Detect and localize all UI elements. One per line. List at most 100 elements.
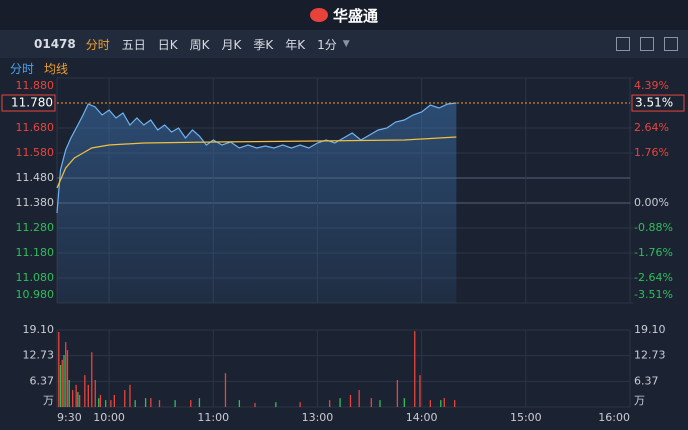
- volume-bar: [443, 398, 445, 407]
- draw-icon[interactable]: [616, 37, 630, 51]
- volume-bar: [275, 402, 277, 407]
- volume-bar: [396, 379, 399, 407]
- legend: 分时 均线: [10, 60, 68, 77]
- logo-text: 华盛通: [332, 6, 378, 25]
- x-tick-label: 15:00: [510, 411, 542, 424]
- volume-bar: [339, 398, 341, 407]
- volume-bar: [59, 365, 62, 407]
- volume-bar: [68, 379, 70, 407]
- header: 华盛通: [0, 0, 688, 30]
- volume-bar: [134, 400, 136, 407]
- y-tick-label: 11.580: [16, 146, 55, 159]
- symbol: 01478: [34, 37, 76, 51]
- volume-bar: [77, 392, 79, 407]
- tabs: 分时 五日 日K 周K 月K 季K 年K: [86, 36, 317, 53]
- volume-bar: [158, 400, 161, 407]
- tab[interactable]: 五日: [121, 37, 146, 52]
- tab[interactable]: 分时: [85, 37, 110, 52]
- volume-bar: [174, 400, 176, 407]
- fullscreen-icon[interactable]: [664, 37, 678, 51]
- volume-bar: [98, 398, 100, 407]
- volume-bar: [63, 354, 65, 407]
- toolbar: 01478 分时 五日 日K 周K 月K 季K 年K 1分 ▼: [0, 30, 688, 58]
- volume-bar: [87, 384, 89, 407]
- period[interactable]: 1分: [317, 37, 337, 52]
- volume-bar: [414, 331, 416, 407]
- expand-icon[interactable]: [640, 37, 654, 51]
- volume-bar: [105, 400, 107, 407]
- tab[interactable]: 日K: [157, 37, 178, 52]
- legend-entry: 均线: [44, 62, 69, 76]
- volume-bar: [190, 400, 192, 407]
- volume-bar: [72, 390, 74, 407]
- vol-unit: 万: [43, 394, 54, 407]
- volume-frame: [56, 329, 631, 408]
- last-change-box: [631, 94, 685, 112]
- y2-tick-label: 1.76%: [634, 146, 669, 159]
- volume-bar: [110, 400, 112, 407]
- y-tick-label: 11.480: [16, 171, 55, 184]
- y2-tick-label: -2.64%: [634, 271, 673, 284]
- volume-bar: [129, 384, 131, 407]
- volume-bar: [91, 352, 93, 407]
- volume-bar: [66, 350, 69, 407]
- dropdown-arrow[interactable]: ▼: [342, 39, 350, 49]
- y-tick-label: 11.080: [16, 271, 55, 284]
- price-area: [57, 103, 457, 303]
- y2-tick-label: 4.39%: [634, 79, 669, 92]
- volume-bar: [198, 398, 201, 407]
- last-price-label: 11.780: [11, 96, 53, 110]
- volume-bar: [429, 400, 432, 407]
- volume-bar: [299, 402, 301, 407]
- y-tick-label: 11.680: [16, 121, 55, 134]
- tab[interactable]: 周K: [189, 37, 210, 52]
- y-tick-label: 11.280: [16, 221, 55, 234]
- toolbar-icons: [616, 37, 678, 51]
- volume-bar: [94, 379, 96, 407]
- last-change-label: 3.51%: [635, 96, 673, 110]
- tab[interactable]: 年K: [285, 37, 306, 52]
- volume-bar: [440, 400, 442, 407]
- y-tick-label: 10.980: [16, 288, 55, 301]
- volume-bar: [61, 359, 63, 407]
- x-tick-label: 11:00: [197, 411, 229, 424]
- volume-bar: [419, 375, 421, 407]
- volume-bar: [58, 332, 60, 407]
- volume-bar: [84, 375, 86, 407]
- x-tick-label: 9:30: [57, 411, 82, 424]
- vol-tick-label-right: 6.37: [634, 374, 659, 387]
- volume-bar: [454, 400, 456, 407]
- volume-bar: [124, 390, 126, 407]
- volume-bar: [65, 342, 67, 407]
- tab[interactable]: 月K: [221, 37, 242, 52]
- y2-tick-label: 2.64%: [634, 121, 669, 134]
- x-tick-label: 10:00: [93, 411, 125, 424]
- legend-entry: 分时: [10, 62, 35, 76]
- volume-bar: [75, 384, 77, 407]
- volume-bar: [99, 394, 102, 407]
- logo-icon: [309, 8, 328, 22]
- volume-bar: [358, 390, 360, 407]
- vol-tick-label: 6.37: [30, 374, 55, 387]
- y2-tick-label: -1.76%: [634, 246, 673, 259]
- volume-bar: [403, 398, 405, 407]
- volume-bar: [144, 398, 147, 407]
- y2-tick-label: 0.00%: [634, 196, 669, 209]
- vol-tick-label-right: 12.73: [634, 349, 666, 362]
- y-tick-label: 11.880: [16, 79, 55, 92]
- volume-bar: [150, 398, 152, 407]
- vol-unit-right: 万: [634, 394, 645, 407]
- volume-bar: [224, 373, 227, 407]
- vol-tick-label: 12.73: [23, 349, 55, 362]
- volume-bar: [379, 400, 381, 407]
- line-1: [56, 136, 457, 189]
- tab[interactable]: 季K: [253, 37, 274, 52]
- x-tick-label: 13:00: [302, 411, 334, 424]
- volume-bar: [113, 394, 115, 407]
- y-tick-label: 11.380: [16, 196, 55, 209]
- volume-bar: [370, 398, 372, 407]
- x-tick-label: 16:00: [598, 411, 630, 424]
- volume-bar: [329, 400, 331, 407]
